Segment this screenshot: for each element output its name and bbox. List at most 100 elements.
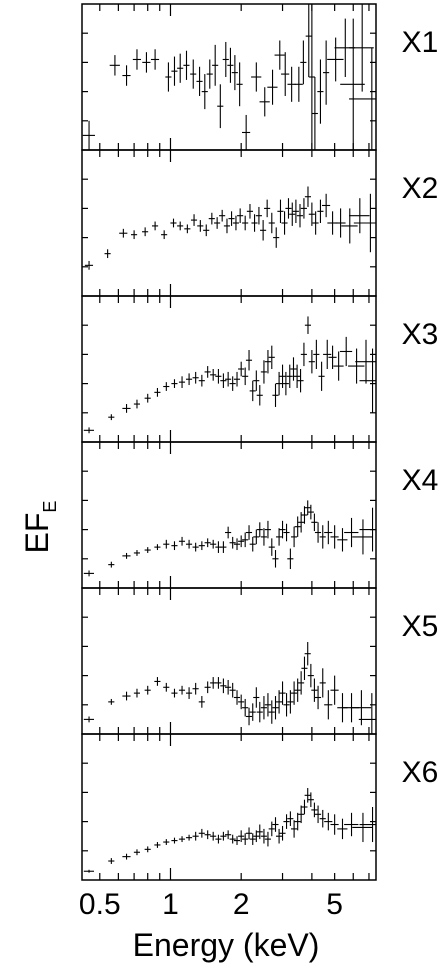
y-axis-label-main: EF [19, 513, 55, 554]
data-point [274, 40, 285, 70]
data-point [290, 820, 298, 838]
data-point [225, 371, 232, 387]
panel-x4: X4 [81, 441, 439, 589]
data-point [294, 516, 301, 537]
data-point [304, 500, 311, 515]
data-point [253, 687, 260, 708]
x-axis: 0.5 1 2 5 [79, 888, 343, 921]
data-points [83, 316, 376, 434]
data-point [327, 37, 344, 82]
data-point [178, 376, 186, 388]
data-point [349, 47, 376, 150]
data-point [294, 678, 301, 702]
x-axis-label: Energy (keV) [133, 927, 320, 963]
data-point [268, 212, 275, 234]
data-point [245, 707, 253, 726]
panel-label: X6 [402, 756, 439, 789]
data-point [238, 694, 245, 710]
y-axis-label-subscript: E [40, 501, 60, 513]
data-point [171, 837, 178, 844]
data-point [260, 360, 267, 384]
data-point [304, 788, 311, 803]
data-point [344, 812, 359, 837]
data-point [249, 536, 256, 552]
data-points [83, 788, 376, 873]
data-point [215, 834, 222, 844]
data-point [236, 62, 243, 107]
data-point [190, 214, 198, 226]
data-point [259, 87, 270, 117]
data-point [225, 679, 232, 695]
data-point [238, 361, 245, 377]
data-point [283, 693, 290, 717]
data-point [328, 345, 337, 369]
data-point [132, 49, 141, 70]
data-point [311, 802, 318, 818]
panel-frame [81, 295, 377, 443]
data-point [228, 211, 235, 226]
data-point [256, 701, 263, 723]
panel-label: X4 [402, 464, 439, 497]
data-point [253, 830, 260, 843]
data-point [204, 538, 211, 548]
data-point [314, 685, 322, 710]
data-point [190, 59, 197, 89]
data-point [249, 380, 256, 402]
data-point [317, 199, 324, 223]
data-point [83, 869, 95, 873]
data-point [260, 220, 267, 241]
data-point [229, 682, 236, 698]
data-point [307, 504, 314, 520]
data-point [170, 218, 177, 228]
data-point [275, 828, 283, 844]
data-point [242, 698, 249, 717]
data-point [251, 214, 258, 232]
data-point [210, 677, 217, 689]
panel-x6: X6 [81, 733, 439, 881]
data-point [307, 663, 314, 688]
data-point [204, 681, 211, 694]
data-point [178, 685, 186, 695]
data-point [122, 404, 131, 413]
data-point [283, 814, 290, 829]
data-point [215, 369, 222, 384]
data-point [298, 512, 305, 533]
data-point [308, 202, 315, 226]
data-point [301, 506, 308, 524]
panel-x2: X2 [81, 149, 438, 297]
data-point [256, 522, 263, 537]
data-point [311, 678, 318, 702]
data-point [321, 193, 331, 218]
data-point [267, 69, 278, 105]
data-point [220, 541, 227, 553]
data-point [339, 336, 353, 367]
data-point [273, 227, 280, 248]
data-point [317, 59, 324, 124]
data-point [178, 836, 186, 843]
data-point [206, 59, 213, 89]
data-point [256, 385, 263, 406]
data-point [335, 208, 346, 238]
data-point [348, 348, 365, 384]
data-point [82, 120, 95, 150]
data-point [312, 211, 319, 235]
data-point [232, 215, 239, 231]
data-point [292, 199, 299, 223]
data-point [210, 369, 217, 381]
data-point [308, 350, 315, 374]
data-point [241, 114, 251, 150]
panel-x3: X3 [81, 295, 438, 443]
data-point [150, 49, 160, 70]
data-point [122, 853, 131, 860]
data-point [192, 682, 199, 695]
data-points [84, 186, 376, 270]
data-point [185, 834, 193, 841]
data-point [256, 824, 263, 840]
data-point [217, 84, 224, 129]
data-point [227, 47, 234, 83]
data-point [225, 526, 232, 539]
data-point [300, 342, 307, 367]
data-point [314, 522, 322, 543]
data-point [272, 696, 279, 720]
data-point [212, 44, 219, 86]
